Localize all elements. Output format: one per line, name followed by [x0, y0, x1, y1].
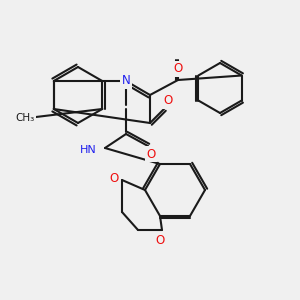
Text: O: O: [110, 172, 118, 184]
Text: O: O: [155, 233, 165, 247]
Text: O: O: [173, 62, 183, 76]
Text: N: N: [122, 74, 130, 88]
Text: O: O: [146, 148, 156, 160]
Text: HN: HN: [80, 145, 97, 155]
Text: CH₃: CH₃: [15, 113, 34, 123]
Text: O: O: [164, 94, 172, 107]
